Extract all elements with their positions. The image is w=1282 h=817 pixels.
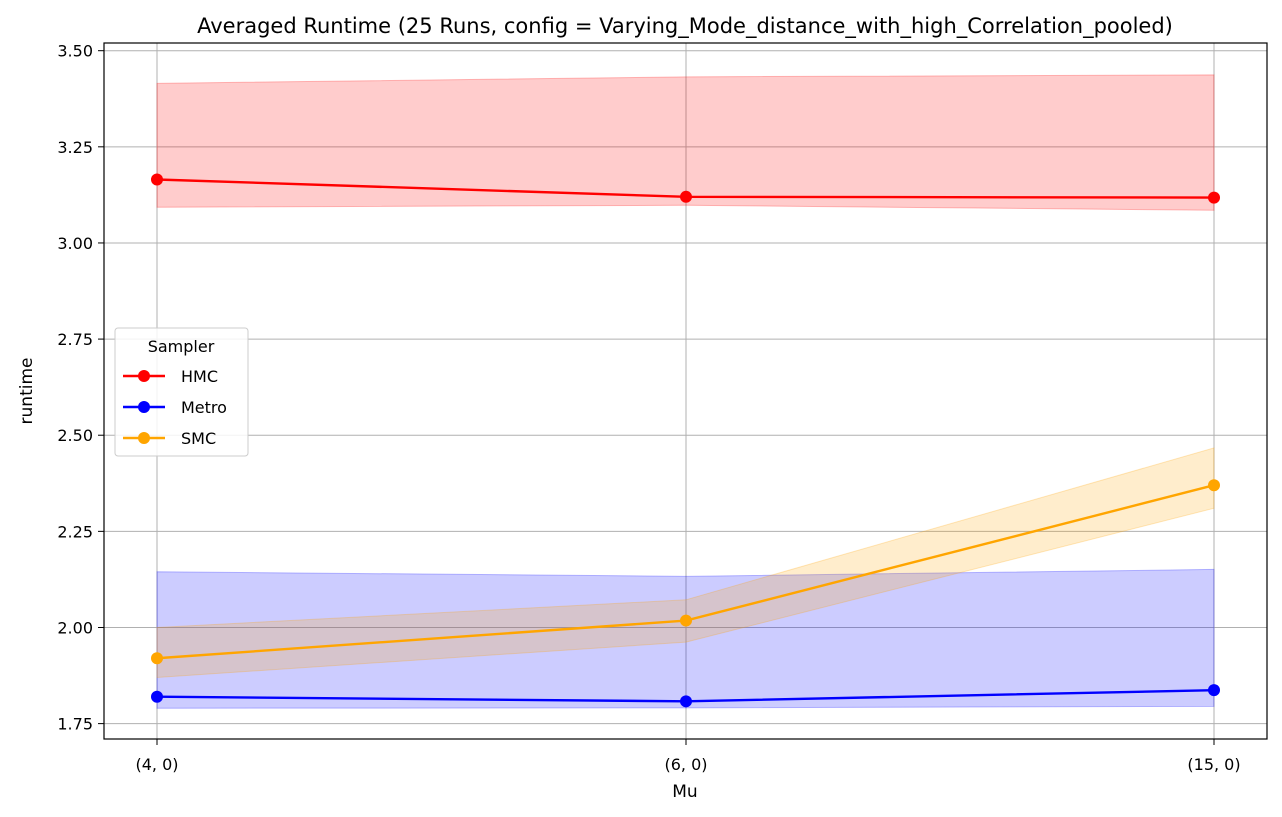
hmc-point	[151, 173, 163, 186]
metro-point	[151, 690, 163, 703]
legend-hmc-marker	[138, 370, 150, 382]
chart-title: Averaged Runtime (25 Runs, config = Vary…	[197, 14, 1173, 39]
y-tick-label: 2.75	[57, 330, 93, 349]
hmc-point	[1208, 191, 1220, 204]
hmc-band	[156, 74, 1215, 211]
x-tick-label: (15, 0)	[1187, 755, 1240, 774]
y-tick-label: 3.25	[57, 138, 93, 157]
legend-smc-label: SMC	[181, 429, 216, 448]
y-axis-label: runtime	[17, 358, 37, 425]
y-tick-label: 3.00	[57, 234, 93, 253]
smc-point	[151, 652, 163, 665]
confidence-bands	[156, 74, 1215, 709]
y-tick-label: 1.75	[57, 715, 93, 734]
series-points	[151, 173, 1220, 708]
legend-metro-marker	[138, 401, 150, 413]
x-axis-label: Mu	[672, 782, 697, 802]
legend-metro-label: Metro	[181, 398, 227, 417]
legend: Sampler HMC Metro SMC	[114, 327, 249, 457]
legend-box	[114, 327, 249, 457]
hmc-point	[680, 190, 692, 203]
metro-point	[680, 695, 692, 708]
smc-point	[1208, 479, 1220, 492]
smc-point	[680, 614, 692, 627]
y-tick-label: 2.25	[57, 522, 93, 541]
y-tick-label: 3.50	[57, 42, 93, 61]
x-tick-label: (6, 0)	[664, 755, 707, 774]
y-tick-label: 2.50	[57, 426, 93, 445]
metro-point	[1208, 684, 1220, 697]
x-tick-label: (4, 0)	[135, 755, 178, 774]
x-axis-ticks: (4, 0) (6, 0) (15, 0)	[135, 739, 1241, 774]
legend-smc-marker	[138, 432, 150, 444]
metro-band	[156, 568, 1215, 709]
legend-title: Sampler	[148, 337, 215, 356]
y-tick-label: 2.00	[57, 618, 93, 637]
legend-hmc-label: HMC	[181, 367, 218, 386]
grid	[104, 43, 1267, 739]
y-axis-ticks: 1.75 2.00 2.25 2.50 2.75 3.00 3.25 3.50	[57, 42, 104, 734]
smc-band	[156, 447, 1215, 679]
